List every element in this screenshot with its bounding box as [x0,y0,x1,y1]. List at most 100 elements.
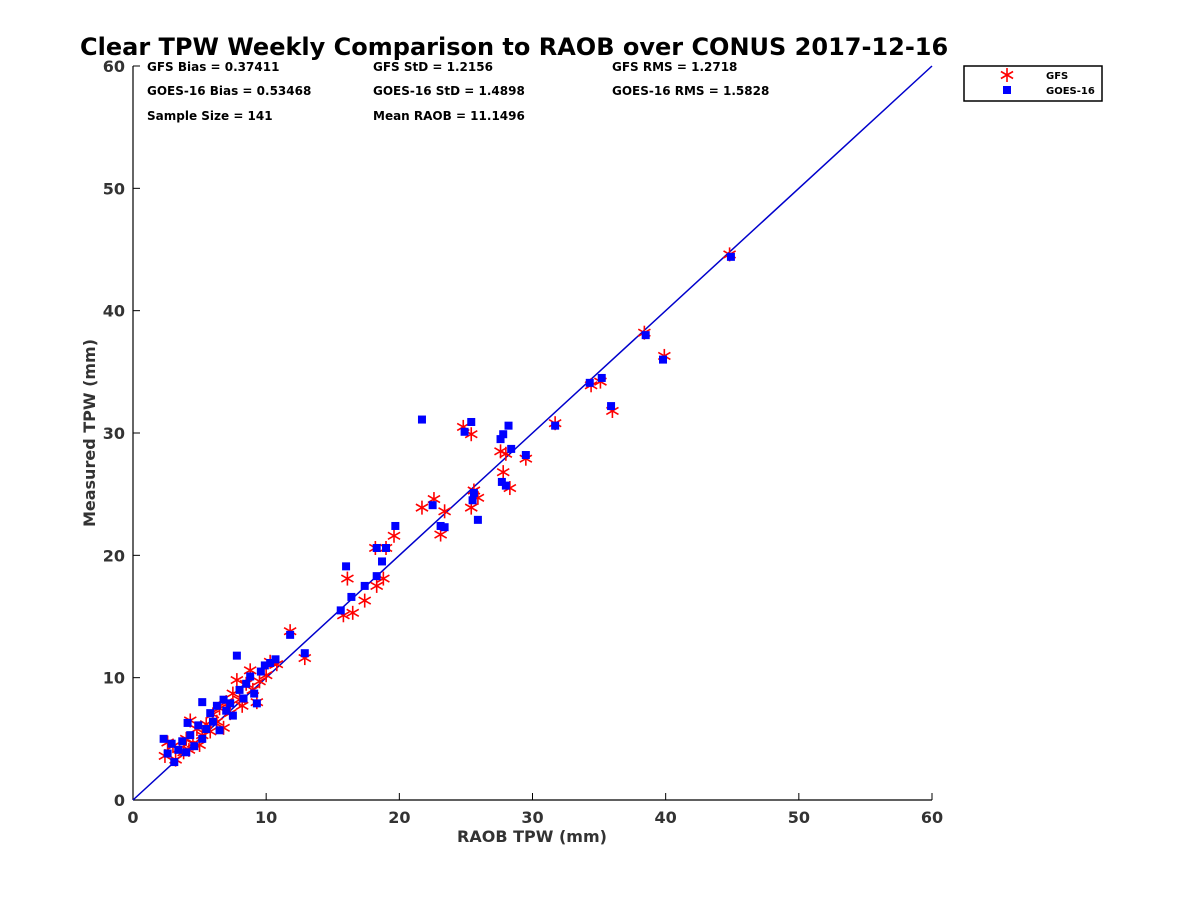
goes16-point [726,252,735,261]
gfs-point [358,593,372,608]
goes16-point [212,701,221,710]
legend: GFS GOES-16 [963,65,1103,102]
plot-area: 0 10 20 30 40 50 60 0 10 20 30 40 50 60 [103,57,943,827]
goes16-point [382,543,391,552]
goes16-point [271,655,280,664]
gfs-point [230,673,244,688]
y-tick-label: 60 [103,57,125,76]
goes16-point [170,758,179,767]
stat-goes16-bias: GOES-16 Bias = 0.53468 [147,84,311,98]
goes16-point [372,543,381,552]
goes16-point [163,749,172,758]
goes16-point [215,726,224,735]
goes16-point [159,734,168,743]
gfs-point [370,578,384,593]
stat-gfs-bias: GFS Bias = 0.37411 [147,60,279,74]
goes16-point [242,679,251,688]
y-tick-label: 0 [114,791,125,810]
goes16-point [256,667,265,676]
goes16-point [469,488,478,497]
goes16-point [208,717,217,726]
x-tick-label: 40 [655,808,677,827]
gfs-point [346,605,360,620]
goes16-point [467,417,476,426]
gfs-point [253,674,266,689]
legend-box [963,65,1103,102]
x-tick-label: 60 [921,808,943,827]
y-tick-label: 20 [103,546,125,565]
goes16-point [252,699,261,708]
x-tick-label: 10 [255,808,277,827]
goes16-point [507,444,516,453]
goes16-point [246,672,255,681]
statistics-panel: GFS Bias = 0.37411 GFS StD = 1.2156 GFS … [147,60,769,123]
stat-gfs-std: GFS StD = 1.2156 [373,60,493,74]
x-tick-label: 20 [388,808,410,827]
x-tick-label: 0 [127,808,138,827]
goes16-point [239,694,248,703]
goes16-point [501,481,510,490]
goes16-point [182,748,191,757]
gfs-point [438,504,452,519]
goes16-point [190,742,199,751]
gfs-point [340,571,354,586]
goes16-point [440,523,449,532]
goes16-point [226,699,235,708]
goes16-point [228,711,237,720]
goes16-point [499,430,508,439]
goes16-point [174,745,183,754]
goes16-point [342,562,351,571]
goes16-point [167,739,176,748]
gfs-point [496,465,510,480]
legend-label-gfs: GFS [1046,71,1068,82]
goes16-point [260,661,269,670]
goes16-point [607,402,616,411]
goes16-point [336,606,345,615]
x-tick-label: 50 [788,808,810,827]
goes16-point [641,331,650,340]
gfs-point [387,528,401,543]
legend-label-goes16: GOES-16 [1046,86,1095,97]
goes16-point [286,630,295,639]
goes16-point [428,501,437,510]
goes16-point [468,496,477,505]
goes16-point [235,685,244,694]
goes16-point [198,734,207,743]
stat-mean-raob: Mean RAOB = 11.1496 [373,109,525,123]
legend-goes16-symbol [1003,86,1011,94]
goes16-point [504,421,513,430]
y-tick-label: 50 [103,179,125,198]
goes16-point [496,435,505,444]
goes16-point [597,373,606,382]
goes16-point [202,725,211,734]
goes16-point [222,706,231,715]
y-tick-label: 10 [103,669,125,688]
goes16-point [183,718,192,727]
stat-sample-size: Sample Size = 141 [147,109,273,123]
goes16-point [266,658,275,667]
goes16-point [250,689,259,698]
goes16-point [521,451,530,460]
legend-marker-goes16 [1003,86,1011,94]
y-axis-label: Measured TPW (mm) [80,339,99,527]
goes16-point [659,355,668,364]
goes16-point [378,557,387,566]
goes16-point [372,572,381,581]
goes16-point [360,581,369,590]
goes16-point [206,709,215,718]
legend-gfs-symbol [1000,68,1014,82]
goes16-point [460,427,469,436]
goes16-point [194,721,203,730]
goes16-point [219,695,228,704]
gfs-point [415,500,429,515]
stat-goes16-std: GOES-16 StD = 1.4898 [373,84,525,98]
goes16-point [391,521,400,530]
goes16-point [186,731,195,740]
goes16-point [473,515,482,524]
y-tick-label: 40 [103,302,125,321]
x-tick-label: 30 [521,808,543,827]
stat-goes16-rms: GOES-16 RMS = 1.5828 [612,84,769,98]
goes16-point [551,421,560,430]
